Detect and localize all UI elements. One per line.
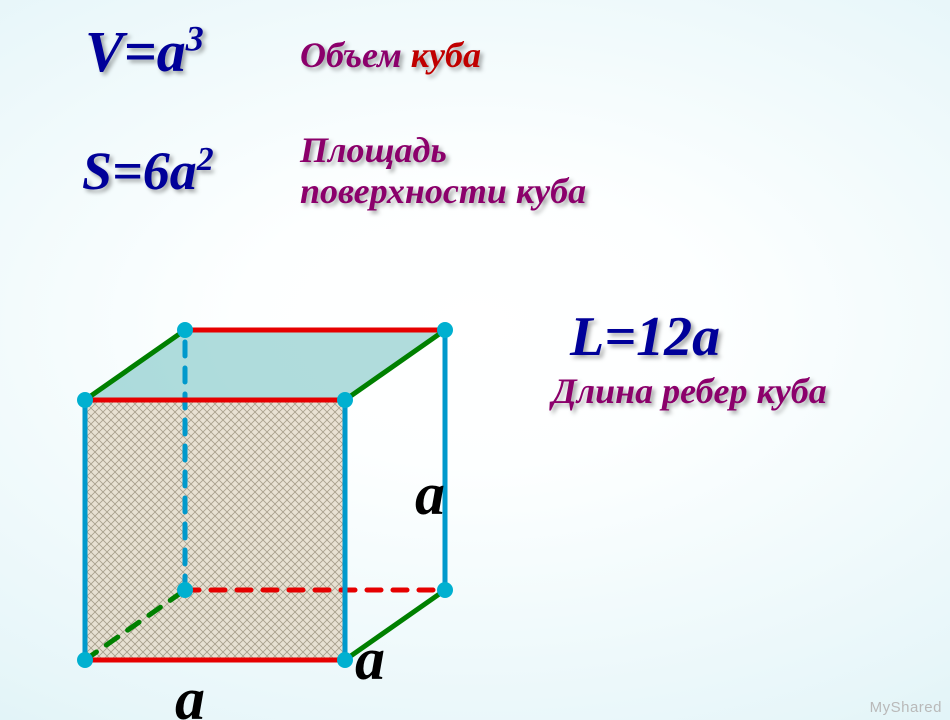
label-surface-line1: Площадь — [300, 130, 586, 171]
label-volume: Объем куба — [300, 34, 481, 76]
formula-volume: V=a3 — [85, 18, 204, 85]
label-volume-part1: Объем — [300, 35, 411, 75]
label-surface-line2: поверхности куба — [300, 171, 586, 212]
formula-edges: L=12a — [570, 305, 720, 369]
formula-surface-exp: 2 — [197, 141, 214, 178]
label-volume-part2: куба — [411, 35, 481, 75]
label-edges: Длина ребер куба — [552, 370, 827, 412]
formula-volume-base: V=a — [85, 19, 186, 84]
edge-label-a-bottom: a — [355, 625, 385, 694]
cube-faces — [85, 330, 445, 660]
watermark: MyShared — [870, 699, 942, 716]
formula-volume-exp: 3 — [186, 19, 204, 59]
edge-label-a-right: a — [415, 460, 445, 529]
formula-surface-base: S=6a — [82, 141, 197, 201]
formula-surface: S=6a2 — [82, 140, 214, 202]
edge-label-a-left: a — [175, 665, 205, 720]
label-surface: Площадь поверхности куба — [300, 130, 586, 213]
